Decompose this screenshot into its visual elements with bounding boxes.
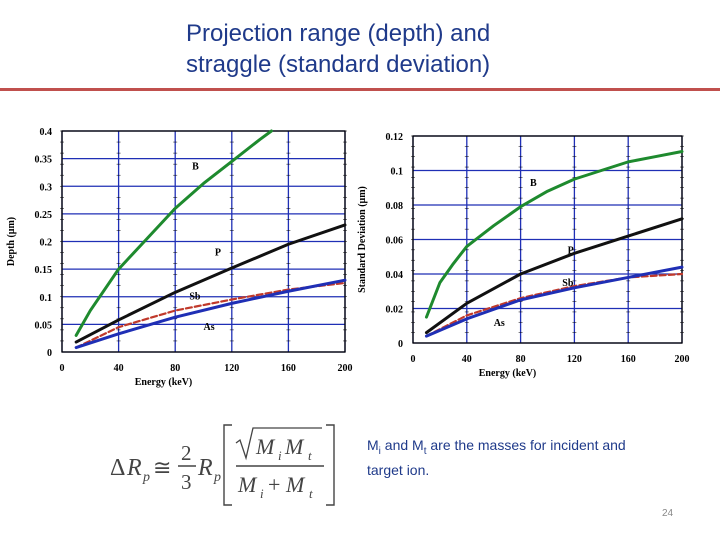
straggle-ytick-label: 0.02 <box>386 305 404 316</box>
title-line-2: straggle (standard deviation) <box>186 51 491 78</box>
formula-sub-i-den: i <box>260 486 264 501</box>
depth-xtick-label: 80 <box>170 363 180 374</box>
straggle-ytick-label: 0.12 <box>386 132 404 143</box>
straggle-xtick-label: 0 <box>411 354 416 365</box>
depth-xtick-label: 120 <box>224 363 239 374</box>
depth-ytick-label: 0.3 <box>40 182 53 193</box>
page-number: 24 <box>662 508 674 519</box>
straggle-ytick-label: 0 <box>398 339 403 350</box>
formula-sub-t-num: t <box>308 448 312 463</box>
straggle-ylabel: Standard Deviation (μm) <box>357 186 368 293</box>
straggle-xtick-label: 160 <box>621 354 636 365</box>
mass-note: Mi and Mt are the masses for incident an… <box>367 437 626 478</box>
sqrt-sign <box>235 427 322 461</box>
depth-ylabel: Depth (μm) <box>6 217 17 266</box>
straggle-series-b <box>424 150 684 319</box>
straggle-ytick-label: 0.04 <box>386 270 404 281</box>
depth-ytick-label: 0.25 <box>35 210 53 221</box>
depth-xtick-label: 200 <box>338 363 353 374</box>
depth-ytick-label: 0.4 <box>40 127 53 138</box>
depth-curve-label-sb: Sb <box>189 292 201 303</box>
straggle-curve-label-as: As <box>494 318 505 329</box>
formula-sub-i-num: i <box>278 448 282 463</box>
title-divider <box>0 88 720 91</box>
straggle-ytick-label: 0.06 <box>386 236 404 247</box>
straggle-curve-label-b: B <box>530 178 537 189</box>
depth-curve-label-as: As <box>204 322 215 333</box>
straggle-frame <box>412 135 683 344</box>
depth-ytick-label: 0.1 <box>40 293 53 304</box>
straggle-series-as <box>424 265 684 338</box>
left-bracket <box>223 424 232 506</box>
depth-curve-label-b: B <box>192 162 199 173</box>
straggle-series-p <box>424 217 684 335</box>
straggle-xtick-label: 200 <box>675 354 690 365</box>
depth-ytick-label: 0.15 <box>35 265 53 276</box>
depth-ytick-label: 0.2 <box>40 238 53 249</box>
straggle-xlabel: Energy (keV) <box>479 368 537 379</box>
depth-ytick-label: 0.05 <box>35 320 53 331</box>
straggle-curve-label-p: P <box>568 245 574 256</box>
depth-series-p <box>74 223 347 344</box>
right-bracket <box>326 424 335 506</box>
straggle-xtick-label: 80 <box>516 354 526 365</box>
formula-delta: Δ <box>110 455 125 481</box>
formula-r-rhs: R <box>197 455 213 481</box>
depth-curve-label-p: P <box>215 247 221 258</box>
formula-mi-den: M <box>237 472 258 497</box>
formula-mt-den: M <box>285 472 306 497</box>
depth-frame <box>61 130 346 353</box>
straggle-ytick-label: 0.08 <box>386 201 404 212</box>
title-line-1: Projection range (depth) and <box>186 20 491 47</box>
depth-xtick-label: 0 <box>60 363 65 374</box>
depth-series-b <box>74 129 273 337</box>
straggle-xtick-label: 120 <box>567 354 582 365</box>
straggle-ytick-label: 0.1 <box>391 167 404 178</box>
formula-sub-p-lhs: p <box>142 470 150 485</box>
depth-xtick-label: 40 <box>114 363 124 374</box>
formula-mt-num: M <box>284 434 305 459</box>
formula-den: 3 <box>181 470 192 494</box>
depth-series-as <box>74 278 347 350</box>
straggle-curve-label-sb: Sb <box>562 278 574 289</box>
formula-r-lhs: R <box>126 455 142 481</box>
formula-approx: ≅ <box>153 455 171 480</box>
depth-xlabel: Energy (keV) <box>135 377 193 388</box>
straggle-xtick-label: 40 <box>462 354 472 365</box>
depth-xtick-label: 160 <box>281 363 296 374</box>
formula-mi-num: M <box>255 434 276 459</box>
formula-num: 2 <box>181 441 192 465</box>
formula-sub-t-den: t <box>309 486 313 501</box>
formula-sub-p-rhs: p <box>213 470 221 485</box>
slide-title: Projection range (depth) and straggle (s… <box>186 18 606 80</box>
formula-plus: + <box>268 472 280 497</box>
depth-ytick-label: 0 <box>47 348 52 359</box>
depth-ytick-label: 0.35 <box>35 155 53 166</box>
